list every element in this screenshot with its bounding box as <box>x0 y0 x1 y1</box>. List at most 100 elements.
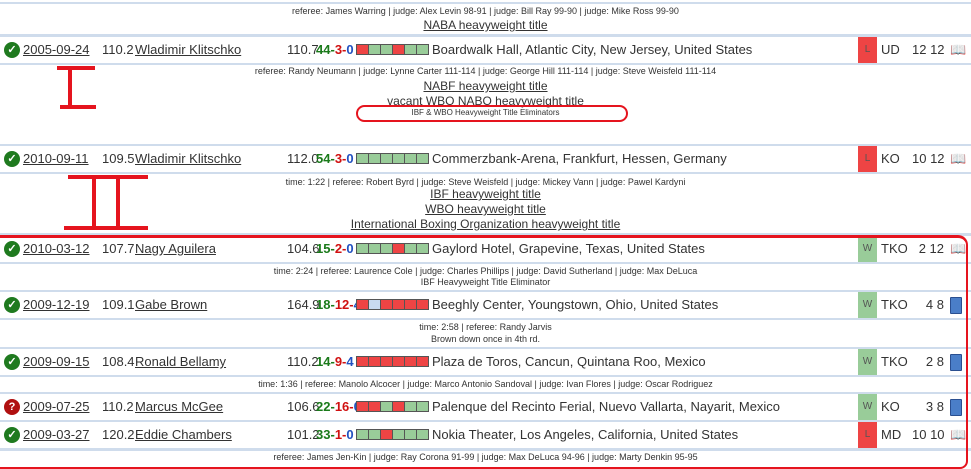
recent-form-bar <box>356 401 429 412</box>
form-square <box>405 430 416 439</box>
opponent-link[interactable]: Ronald Bellamy <box>135 354 227 369</box>
record-losses: 3 <box>334 151 343 166</box>
title-link[interactable]: NABA heavyweight title <box>423 18 548 32</box>
fight-row: ✓ 2009-03-27 120.2 Eddie Chambers 101.2 33-1-… <box>0 421 971 448</box>
form-square <box>381 357 392 366</box>
result-badge: W <box>858 235 877 262</box>
opponent-link[interactable]: Eddie Chambers <box>135 427 232 442</box>
form-square <box>381 154 392 163</box>
form-square <box>381 45 392 54</box>
date-link[interactable]: 2010-03-12 <box>23 241 90 256</box>
form-square <box>357 154 368 163</box>
opponent-link[interactable]: Marcus McGee <box>135 399 224 414</box>
form-square <box>405 45 416 54</box>
method: MD <box>881 427 902 442</box>
date-link[interactable]: 2009-12-19 <box>23 297 90 312</box>
method: KO <box>881 399 900 414</box>
result-badge: W <box>858 348 877 375</box>
record-separator: - <box>330 427 335 442</box>
form-square <box>357 430 368 439</box>
opponent-record: 33-1-0 <box>316 421 354 448</box>
form-square <box>381 430 392 439</box>
annotation-box <box>0 235 968 469</box>
document-icon[interactable] <box>950 399 962 416</box>
form-square <box>417 154 428 163</box>
row-divider <box>0 2 971 4</box>
record-wins: 44 <box>316 42 331 57</box>
form-square <box>381 402 392 411</box>
date-link[interactable]: 2009-03-27 <box>23 427 90 442</box>
record-separator: - <box>342 42 347 57</box>
opponent-record: 15-2-0 <box>316 235 354 262</box>
date-link[interactable]: 2009-07-25 <box>23 399 90 414</box>
date-link[interactable]: 2009-09-15 <box>23 354 90 369</box>
date-link[interactable]: 2005-09-24 <box>23 42 90 57</box>
row-divider <box>0 144 971 146</box>
fight-details: time: 1:22 | referee: Robert Byrd | judg… <box>285 177 686 187</box>
opponent-link[interactable]: Nagy Aguilera <box>135 241 216 256</box>
weight: 110.2 <box>102 42 134 57</box>
result-badge: L <box>858 421 877 448</box>
date-link[interactable]: 2010-09-11 <box>23 151 89 166</box>
row-divider <box>0 290 971 292</box>
venue: Palenque del Recinto Ferial, Nuevo Valla… <box>432 399 781 414</box>
form-square <box>369 154 380 163</box>
form-square <box>417 357 428 366</box>
fight-details: referee: Randy Neumann | judge: Lynne Ca… <box>254 66 717 76</box>
form-square <box>393 244 404 253</box>
title-link[interactable]: NABF heavyweight title <box>423 79 548 93</box>
record-separator: - <box>330 297 335 312</box>
weight: 107.7 <box>102 241 135 256</box>
opponent-weight: 106.6 <box>287 399 320 414</box>
form-square <box>405 357 416 366</box>
row-divider <box>0 318 971 320</box>
row-divider <box>0 375 971 377</box>
rounds: 10 12 <box>912 151 945 166</box>
record-draws: 0 <box>346 151 354 166</box>
record-separator: - <box>330 151 335 166</box>
record-losses: 12 <box>334 297 350 312</box>
rounds: 2 12 <box>918 241 944 256</box>
opponent-link[interactable]: Wladimir Klitschko <box>135 151 242 166</box>
book-icon[interactable]: 📖 <box>950 151 967 166</box>
record-separator: - <box>349 297 354 312</box>
form-square <box>405 402 416 411</box>
row-divider <box>0 63 971 65</box>
document-icon[interactable] <box>950 354 962 371</box>
title-link[interactable]: International Boxing Organization heavyw… <box>350 217 621 231</box>
row-divider <box>0 420 971 422</box>
document-icon[interactable] <box>950 297 962 314</box>
form-square <box>381 300 392 309</box>
record-draws: 4 <box>346 354 354 369</box>
rounds: 4 8 <box>925 297 944 312</box>
rounds: 10 10 <box>912 427 945 442</box>
opponent-weight: 104.6 <box>287 241 320 256</box>
opponent-link[interactable]: Wladimir Klitschko <box>135 42 242 57</box>
opponent-record: 44-3-0 <box>316 36 354 63</box>
fight-row: ✓ 2010-09-11 109.5 Wladimir Klitschko 112.0 5… <box>0 145 971 172</box>
fight-note: Brown down once in 4th rd. <box>430 334 541 344</box>
record-separator: - <box>349 399 354 414</box>
check-icon: ✓ <box>4 241 20 257</box>
method: KO <box>881 151 900 166</box>
form-square <box>417 45 428 54</box>
form-square <box>357 300 368 309</box>
title-link[interactable]: WBO heavyweight title <box>425 202 546 216</box>
fight-details: referee: James Jen-Kin | judge: Ray Coro… <box>273 452 698 462</box>
method: TKO <box>881 297 908 312</box>
title-link[interactable]: vacant WBO NABO heavyweight title <box>387 94 584 108</box>
check-icon: ✓ <box>4 151 20 167</box>
opponent-link[interactable]: Gabe Brown <box>135 297 208 312</box>
row-divider <box>0 347 971 349</box>
record-separator: - <box>330 399 335 414</box>
record-draws: 0 <box>346 241 354 256</box>
record-separator: - <box>330 241 335 256</box>
form-square <box>417 430 428 439</box>
book-icon[interactable]: 📖 <box>950 42 967 57</box>
record-wins: 33 <box>316 427 331 442</box>
record-wins: 15 <box>316 241 331 256</box>
record-wins: 18 <box>316 297 331 312</box>
book-icon[interactable]: 📖 <box>950 427 967 442</box>
title-link[interactable]: IBF heavyweight title <box>430 187 541 201</box>
